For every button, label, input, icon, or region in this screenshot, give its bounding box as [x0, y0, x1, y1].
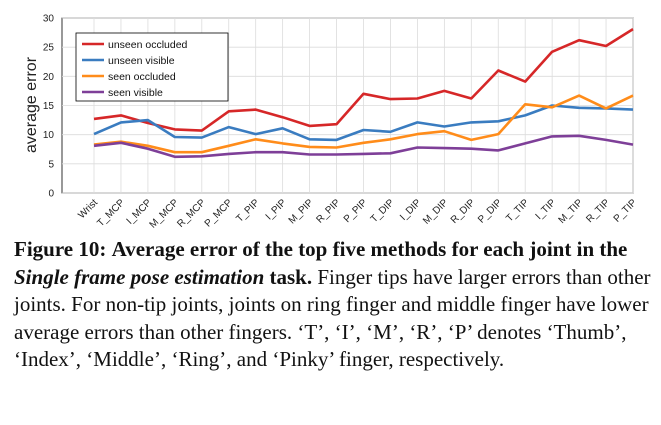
x-tick-label: R_DIP: [449, 197, 478, 226]
y-tick-label: 0: [48, 189, 54, 200]
x-tick-label: I_PIP: [264, 197, 289, 222]
legend-label: seen occluded: [108, 71, 176, 83]
legend-label: unseen visible: [108, 55, 175, 67]
x-tick-label: T_PIP: [234, 197, 262, 225]
x-tick-label: M_MCP: [148, 197, 182, 231]
x-tick-label: T_TIP: [504, 197, 531, 224]
x-tick-label: M_TIP: [557, 197, 586, 226]
y-tick-labels: 0 5 10 15 20 25 30: [43, 14, 55, 200]
y-axis-label: average error: [23, 56, 40, 153]
y-tick-label: 20: [43, 72, 55, 83]
x-tick-label: T_DIP: [369, 197, 397, 225]
series-lines: [93, 27, 634, 159]
legend-label: unseen occluded: [108, 39, 188, 51]
y-tick-label: 5: [48, 159, 54, 170]
series-line-unseen-visible: [93, 104, 634, 142]
y-tick-label: 30: [43, 14, 55, 25]
x-tick-label: R_PIP: [314, 197, 342, 225]
x-tick-label: M_DIP: [421, 197, 451, 227]
y-tick-label: 25: [43, 43, 55, 54]
x-tick-label: M_PIP: [287, 197, 316, 226]
x-tick-label: R_TIP: [584, 197, 612, 225]
x-tick-label: T_MCP: [95, 197, 127, 229]
caption-label: Figure 10:: [14, 237, 107, 261]
figure-caption: Figure 10: Average error of the top five…: [14, 236, 654, 374]
series-line-unseen-occluded: [93, 27, 634, 132]
legend-label: seen visible: [108, 87, 163, 99]
series-line-seen-occluded: [93, 94, 634, 154]
x-tick-label: P_TIP: [612, 197, 640, 225]
y-tick-label: 15: [43, 101, 55, 112]
x-tick-label: P_DIP: [476, 197, 504, 225]
legend: unseen occluded unseen visible seen occlud…: [75, 32, 229, 102]
y-tick-label: 10: [43, 130, 55, 141]
caption-bold-text: Average error of the top five methods fo…: [111, 237, 628, 261]
caption-bold-text-2: task.: [269, 264, 313, 289]
x-tick-label: P_MCP: [203, 197, 235, 229]
line-chart: 0 5 10 15 20 25 30 WristT_MCPI_MCPM_MCPR_MCPP_…: [23, 14, 639, 231]
x-tick-label: P_PIP: [342, 197, 370, 225]
x-tick-label: I_TIP: [534, 197, 559, 222]
series-line-seen-visible: [93, 134, 634, 159]
caption-italic-text: Single frame pose estimation: [14, 264, 265, 289]
x-tick-label: R_MCP: [175, 197, 208, 230]
caption-body: Finger tips have larger errors than othe…: [14, 264, 651, 372]
x-tick-label: Wrist: [76, 197, 100, 221]
